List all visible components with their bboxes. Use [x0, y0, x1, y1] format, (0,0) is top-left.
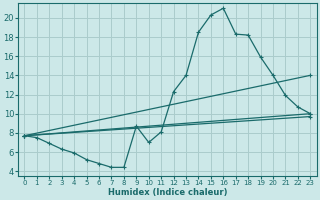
X-axis label: Humidex (Indice chaleur): Humidex (Indice chaleur)	[108, 188, 227, 197]
